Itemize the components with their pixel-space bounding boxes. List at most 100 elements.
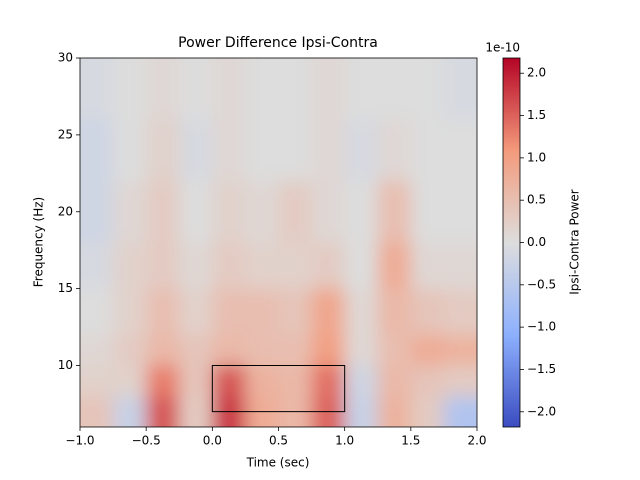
x-tick-label: −0.5: [132, 434, 161, 448]
y-tick-label: 30: [58, 51, 73, 65]
heatmap-cell: [311, 334, 345, 366]
heatmap-cell: [179, 242, 213, 289]
heatmap-cell: [80, 181, 114, 243]
heatmap-cell: [113, 396, 147, 427]
heatmap-cell: [311, 119, 345, 181]
heatmap-cell: [245, 242, 279, 289]
heatmap-cell: [146, 242, 180, 289]
heatmap-cell: [278, 181, 312, 243]
heatmap-cell: [80, 58, 114, 120]
y-tick-label: 15: [58, 281, 73, 295]
heatmap-cell: [311, 58, 345, 120]
heatmap-cell: [146, 334, 180, 366]
heatmap-cell: [212, 181, 246, 243]
heatmap-cell: [80, 288, 114, 335]
y-tick-label: 25: [58, 127, 73, 141]
heatmap-cell: [278, 288, 312, 335]
colorbar: [502, 57, 521, 428]
heatmap-cell: [278, 334, 312, 366]
heatmap-cell: [179, 119, 213, 181]
heatmap-cell: [443, 334, 477, 366]
heatmap-cell: [278, 365, 312, 397]
heatmap-cell: [410, 334, 444, 366]
heatmap: [80, 58, 477, 427]
y-tick-label: 20: [58, 204, 73, 218]
x-tick-label: 1.0: [335, 434, 354, 448]
heatmap-cell: [278, 242, 312, 289]
heatmap-cell: [113, 58, 147, 120]
colorbar-tick-label: −0.5: [527, 277, 556, 291]
chart-title: Power Difference Ipsi-Contra: [178, 35, 378, 51]
heatmap-cell: [245, 58, 279, 120]
heatmap-cell: [377, 242, 411, 289]
heatmap-cell: [443, 396, 477, 427]
heatmap-cell: [245, 288, 279, 335]
colorbar-tick-label: 1.0: [527, 150, 546, 164]
heatmap-cell: [311, 288, 345, 335]
heatmap-cell: [113, 365, 147, 397]
y-axis-label: Frequency (Hz): [32, 197, 46, 288]
heatmap-cell: [443, 58, 477, 120]
heatmap-cell: [377, 365, 411, 397]
heatmap-cell: [113, 334, 147, 366]
heatmap-cell: [377, 119, 411, 181]
heatmap-cell: [212, 288, 246, 335]
heatmap-cell: [344, 181, 378, 243]
heatmap-cell: [179, 365, 213, 397]
y-tick-label: 10: [58, 358, 73, 372]
heatmap-cell: [344, 334, 378, 366]
heatmap-cell: [146, 181, 180, 243]
heatmap-cell: [80, 242, 114, 289]
colorbar-label: Ipsi-Contra Power: [568, 189, 582, 295]
x-tick-label: −1.0: [65, 434, 94, 448]
heatmap-cell: [410, 396, 444, 427]
heatmap-cell: [443, 119, 477, 181]
heatmap-cell: [377, 396, 411, 427]
colorbar-tick-label: −2.0: [527, 404, 556, 418]
heatmap-cell: [410, 288, 444, 335]
heatmap-cell: [344, 119, 378, 181]
heatmap-cell: [113, 119, 147, 181]
colorbar-tick-label: 0.5: [527, 193, 546, 207]
heatmap-cell: [245, 119, 279, 181]
heatmap-cell: [113, 181, 147, 243]
heatmap-cell: [146, 365, 180, 397]
heatmap-cell: [245, 365, 279, 397]
heatmap-cell: [443, 288, 477, 335]
colorbar-offset: 1e-10: [485, 41, 520, 55]
heatmap-cell: [80, 396, 114, 427]
heatmap-cell: [278, 119, 312, 181]
heatmap-cell: [377, 288, 411, 335]
heatmap-cell: [80, 334, 114, 366]
heatmap-cell: [212, 334, 246, 366]
heatmap-cell: [344, 365, 378, 397]
x-tick-label: 2.0: [467, 434, 486, 448]
heatmap-cell: [344, 288, 378, 335]
heatmap-cell: [113, 242, 147, 289]
heatmap-cell: [212, 119, 246, 181]
heatmap-cell: [245, 334, 279, 366]
heatmap-cell: [311, 242, 345, 289]
heatmap-cell: [179, 181, 213, 243]
heatmap-cell: [278, 58, 312, 120]
heatmap-cell: [80, 119, 114, 181]
colorbar-tick-label: −1.5: [527, 362, 556, 376]
colorbar-tick-label: −1.0: [527, 320, 556, 334]
heatmap-cell: [443, 365, 477, 397]
x-tick-label: 0.0: [203, 434, 222, 448]
heatmap-cell: [245, 181, 279, 243]
heatmap-cell: [212, 58, 246, 120]
heatmap-cell: [410, 181, 444, 243]
colorbar-tick-label: 2.0: [527, 66, 546, 80]
heatmap-cell: [344, 58, 378, 120]
x-tick-label: 0.5: [269, 434, 288, 448]
heatmap-cell: [179, 58, 213, 120]
heatmap-cell: [146, 396, 180, 427]
colorbar-tick-label: 1.5: [527, 108, 546, 122]
heatmap-cell: [377, 181, 411, 243]
heatmap-cell: [146, 119, 180, 181]
annotation-box: [211, 365, 346, 413]
heatmap-cell: [344, 242, 378, 289]
